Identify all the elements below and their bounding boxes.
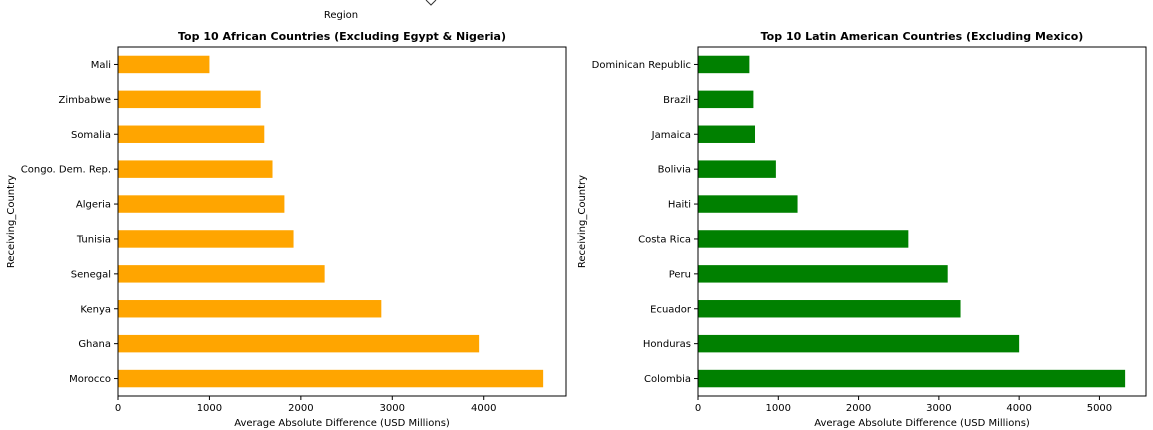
y-tick-label: Jamaica [651, 130, 691, 141]
bar [118, 90, 261, 109]
chart-title: Top 10 Latin American Countries (Excludi… [761, 30, 1084, 43]
y-tick-label: Tunisia [76, 234, 111, 245]
bar [698, 125, 756, 143]
y-tick-label: Honduras [643, 339, 691, 350]
legend-marker-icon [425, 0, 437, 6]
x-tick-label: 4000 [471, 403, 496, 414]
x-axis-label: Average Absolute Difference (USD Million… [814, 418, 1030, 429]
bar [698, 90, 754, 109]
y-tick-label: Ecuador [650, 304, 692, 315]
axes-frame [117, 46, 567, 397]
x-tick-label: 1000 [197, 403, 222, 414]
x-axis-label: Average Absolute Difference (USD Million… [234, 418, 450, 429]
chart-africa: Morocco Ghana Kenya Senegal Tunisia Algeria Co… [6, 30, 567, 429]
bar [118, 55, 210, 74]
y-tick-label: Costa Rica [638, 234, 691, 245]
region-label: Region [324, 10, 358, 21]
y-tick-label: Peru [669, 269, 691, 280]
y-tick-label: Dominican Republic [592, 60, 691, 71]
y-tick-label: Kenya [80, 304, 111, 315]
bar [698, 160, 776, 178]
bar [698, 265, 948, 283]
chart-title: Top 10 African Countries (Excluding Egyp… [178, 30, 506, 43]
x-tick-label: 0 [115, 403, 121, 414]
bar [698, 55, 750, 74]
x-tick-label: 0 [695, 403, 701, 414]
y-axis-label: Receiving_Country [6, 175, 17, 268]
x-tick-label: 4000 [1006, 403, 1031, 414]
y-tick-label: Bolivia [658, 165, 691, 176]
x-tick-label: 2000 [288, 403, 313, 414]
y-tick-label: Colombia [644, 374, 691, 385]
bar [118, 265, 325, 283]
y-tick-label: Somalia [71, 130, 111, 141]
x-tick-label: 3000 [380, 403, 405, 414]
bar [118, 160, 273, 178]
y-tick-label: Haiti [668, 200, 691, 211]
x-tick-label: 3000 [926, 403, 951, 414]
bar [118, 334, 480, 353]
x-tick-label: 2000 [846, 403, 871, 414]
y-tick-label: Senegal [71, 269, 111, 280]
bar [698, 300, 961, 318]
y-tick-label: Congo. Dem. Rep. [21, 165, 111, 176]
chart-latin-america: Colombia Honduras Ecuador Peru Costa Rica Hai… [577, 30, 1147, 429]
y-tick-label: Brazil [663, 95, 691, 106]
legend-remnant: Region [324, 0, 437, 21]
bar [118, 125, 265, 143]
bar [698, 369, 1126, 388]
bar [118, 230, 294, 248]
y-tick-label: Ghana [78, 339, 111, 350]
y-tick-label: Zimbabwe [58, 95, 111, 106]
x-tick-label: 5000 [1087, 403, 1112, 414]
bar [118, 300, 382, 318]
bar [118, 369, 544, 388]
axes-frame [697, 46, 1147, 397]
y-tick-label: Mali [91, 60, 111, 71]
bar [118, 195, 285, 213]
bar [698, 230, 909, 248]
y-tick-label: Morocco [69, 374, 111, 385]
y-tick-label: Algeria [76, 200, 111, 211]
y-axis-label: Receiving_Country [577, 175, 588, 268]
bar [698, 334, 1020, 353]
bar [698, 195, 798, 213]
x-tick-label: 1000 [766, 403, 791, 414]
